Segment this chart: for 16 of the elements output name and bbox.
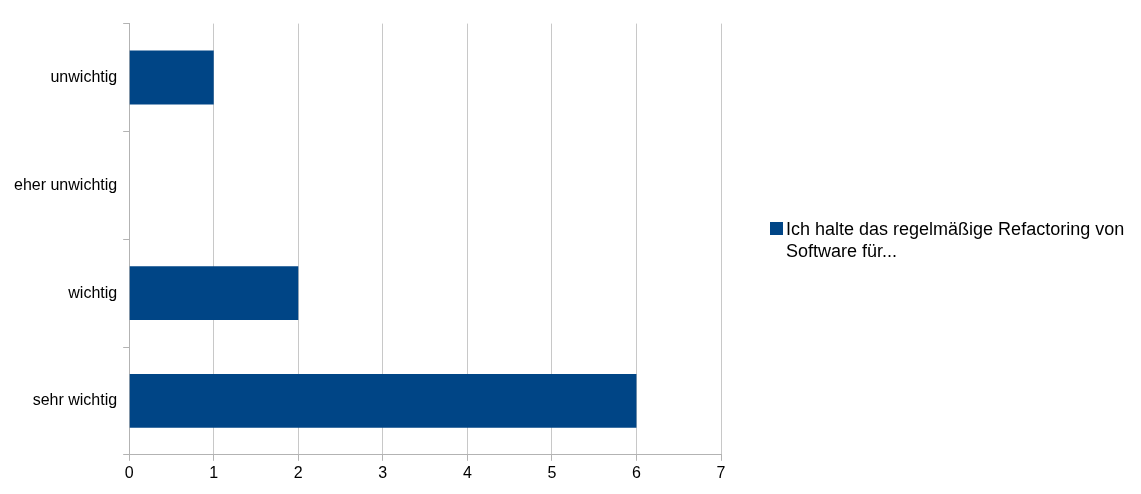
x-tick-label: 2 xyxy=(293,463,303,481)
x-tick-label: 1 xyxy=(209,463,219,481)
bar xyxy=(129,266,299,321)
bar xyxy=(129,50,214,105)
y-tick-label: eher unwichtig xyxy=(14,175,118,193)
y-tick-label: sehr wichtig xyxy=(32,391,118,409)
bar xyxy=(129,373,637,428)
x-tick-label: 7 xyxy=(716,463,726,481)
legend-label: Ich halte das regelmäßige Refactoring von Software für... xyxy=(786,218,1126,262)
x-tick-label: 6 xyxy=(632,463,641,481)
x-tick-label: 4 xyxy=(462,463,472,481)
x-tick-label: 5 xyxy=(547,463,557,481)
x-tick-label: 3 xyxy=(378,463,388,481)
x-tick-label: 0 xyxy=(124,463,134,481)
y-tick-label: wichtig xyxy=(67,283,118,301)
y-tick-label: unwichtig xyxy=(50,67,118,85)
